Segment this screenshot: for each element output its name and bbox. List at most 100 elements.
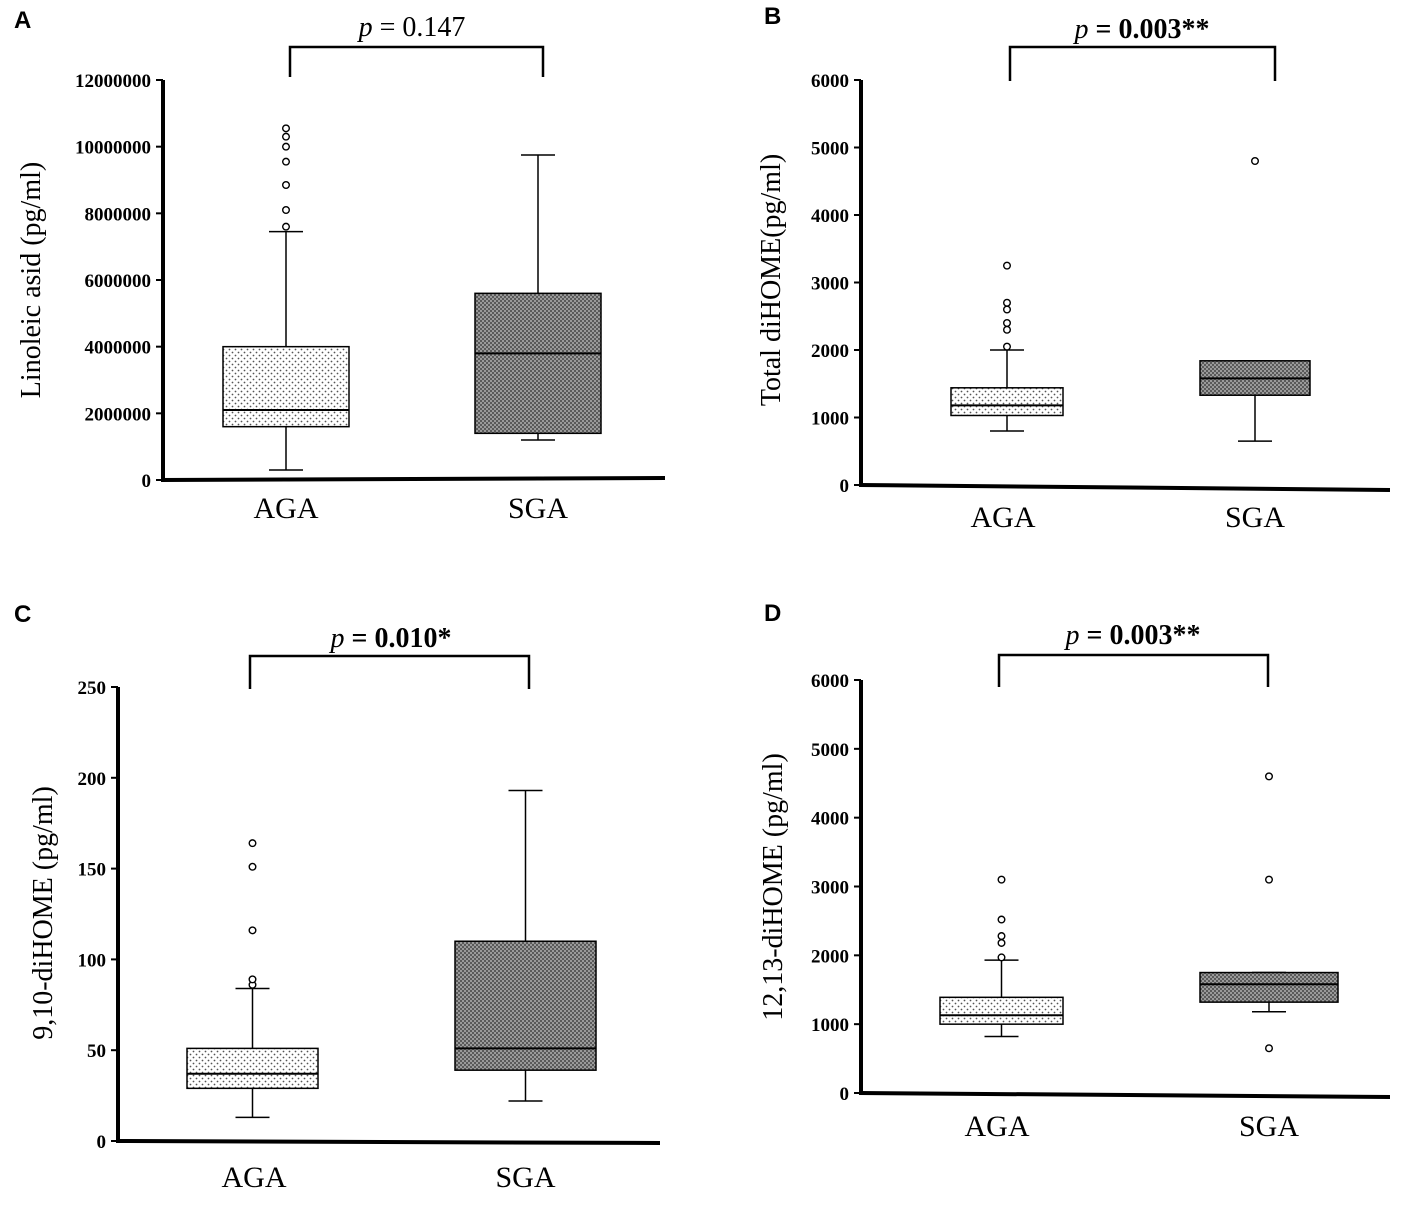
panel-letter: D — [764, 600, 781, 627]
y-tick-label: 2000000 — [85, 404, 152, 425]
y-axis-label: Linoleic asid (pg/ml) — [16, 162, 47, 398]
y-axis-label: 12,13-diHOME (pg/ml) — [758, 753, 789, 1021]
panels: A020000004000000600000080000001000000012… — [14, 3, 1391, 1194]
p-value-symbol: p — [329, 623, 345, 654]
outlier-point — [282, 205, 291, 214]
y-tick-label: 50 — [87, 1041, 106, 1062]
category-label: AGA — [222, 1161, 287, 1194]
box-sga — [474, 154, 602, 441]
y-tick-label: 5000 — [811, 139, 849, 160]
outlier-point — [997, 875, 1006, 884]
panel-b: B 0 1000 2000 3000 4000 5000 6000 Total diHOME(p… — [756, 3, 1391, 534]
x-axis — [858, 1091, 1391, 1099]
iqr-box — [222, 345, 350, 428]
outlier-point — [997, 953, 1006, 962]
outlier-point — [248, 862, 257, 871]
x-axis — [160, 476, 666, 482]
y-tick-label: 0 — [97, 1132, 107, 1153]
y-tick-label: 6000 — [811, 671, 849, 692]
outlier-point — [248, 926, 257, 935]
y-tick-label: 4000 — [811, 809, 849, 830]
significance-bracket — [1008, 45, 1277, 81]
y-tick-label: 1000 — [811, 1015, 849, 1036]
panel-d: D 0 1000 2000 3000 4000 5000 6000 12,13-diHOME (… — [758, 600, 1391, 1143]
outlier-point — [282, 124, 291, 133]
y-axis-label: 9,10-diHOME (pg/ml) — [28, 786, 59, 1040]
y-tick-label: 200 — [78, 769, 107, 790]
outlier-point — [997, 932, 1006, 941]
outlier-point — [1003, 305, 1012, 314]
y-tick-label: 10000000 — [75, 138, 151, 159]
outlier-point — [1264, 1044, 1273, 1053]
outlier-point — [997, 915, 1006, 924]
box-aga — [950, 261, 1064, 432]
p-value-label: p = 0.003** — [1073, 14, 1210, 45]
outlier-point — [1003, 298, 1012, 307]
p-value-text: = 0.010* — [345, 623, 452, 654]
significance-bracket — [288, 45, 545, 77]
y-tick-label: 12000000 — [75, 71, 151, 92]
box-aga — [939, 875, 1064, 1038]
y-tick-label: 4000000 — [85, 338, 152, 359]
y-tick-label: 0 — [840, 1084, 850, 1105]
outlier-point — [1003, 342, 1012, 351]
x-axis — [115, 1139, 661, 1145]
outlier-point — [1250, 156, 1259, 165]
panel-letter: B — [764, 3, 781, 30]
iqr-box — [950, 387, 1064, 417]
category-label: SGA — [1239, 1110, 1299, 1143]
category-label: SGA — [508, 492, 568, 525]
panel-letter: C — [14, 601, 31, 628]
y-tick-label: 3000 — [811, 878, 849, 899]
y-tick-label: 2000 — [811, 341, 849, 362]
outlier-point — [282, 142, 291, 151]
iqr-box — [474, 292, 602, 435]
iqr-box — [939, 996, 1064, 1025]
outlier-point — [1003, 261, 1012, 270]
outlier-point — [282, 180, 291, 189]
p-value-text: = 0.147 — [373, 12, 466, 43]
y-tick-label: 250 — [78, 678, 107, 699]
category-label: AGA — [254, 492, 319, 525]
iqr-box — [1199, 971, 1339, 1003]
y-tick-label: 0 — [142, 471, 152, 492]
box-aga — [222, 124, 350, 471]
significance-bracket — [997, 653, 1270, 687]
y-tick-label: 8000000 — [85, 204, 152, 225]
y-tick-label: 1000 — [811, 409, 849, 430]
y-tick-label: 0 — [840, 476, 850, 497]
p-value-text: = 0.003** — [1089, 14, 1210, 45]
y-tick-label: 6000 — [811, 71, 849, 92]
outlier-point — [1003, 319, 1012, 328]
y-tick-label: 6000000 — [85, 271, 152, 292]
category-label: SGA — [1225, 501, 1285, 534]
box-sga — [1199, 772, 1339, 1053]
panel-letter: A — [14, 7, 31, 34]
outlier-point — [282, 132, 291, 141]
x-axis — [858, 483, 1391, 492]
outlier-point — [248, 839, 257, 848]
y-tick-label: 2000 — [811, 946, 849, 967]
outlier-point — [1264, 875, 1273, 884]
outlier-point — [282, 157, 291, 166]
y-tick-label: 3000 — [811, 274, 849, 295]
box-aga — [186, 839, 319, 1119]
outlier-point — [248, 975, 257, 984]
category-label: SGA — [495, 1161, 555, 1194]
p-value-symbol: p — [1064, 620, 1080, 651]
category-label: AGA — [971, 501, 1036, 534]
y-tick-label: 150 — [78, 860, 107, 881]
category-label: AGA — [965, 1110, 1030, 1143]
box-sga — [1199, 156, 1311, 442]
panel-a: A 0 2000000 4000000 6000000 8000000 10000000 12… — [14, 7, 666, 525]
iqr-box — [454, 940, 597, 1071]
y-tick-label: 5000 — [811, 740, 849, 761]
iqr-box — [186, 1047, 319, 1090]
y-tick-label: 4000 — [811, 206, 849, 227]
p-value-symbol: p — [357, 12, 373, 43]
outlier-point — [997, 938, 1006, 947]
p-value-text: = 0.003** — [1080, 620, 1201, 651]
outlier-point — [282, 222, 291, 231]
significance-bracket — [248, 654, 531, 689]
